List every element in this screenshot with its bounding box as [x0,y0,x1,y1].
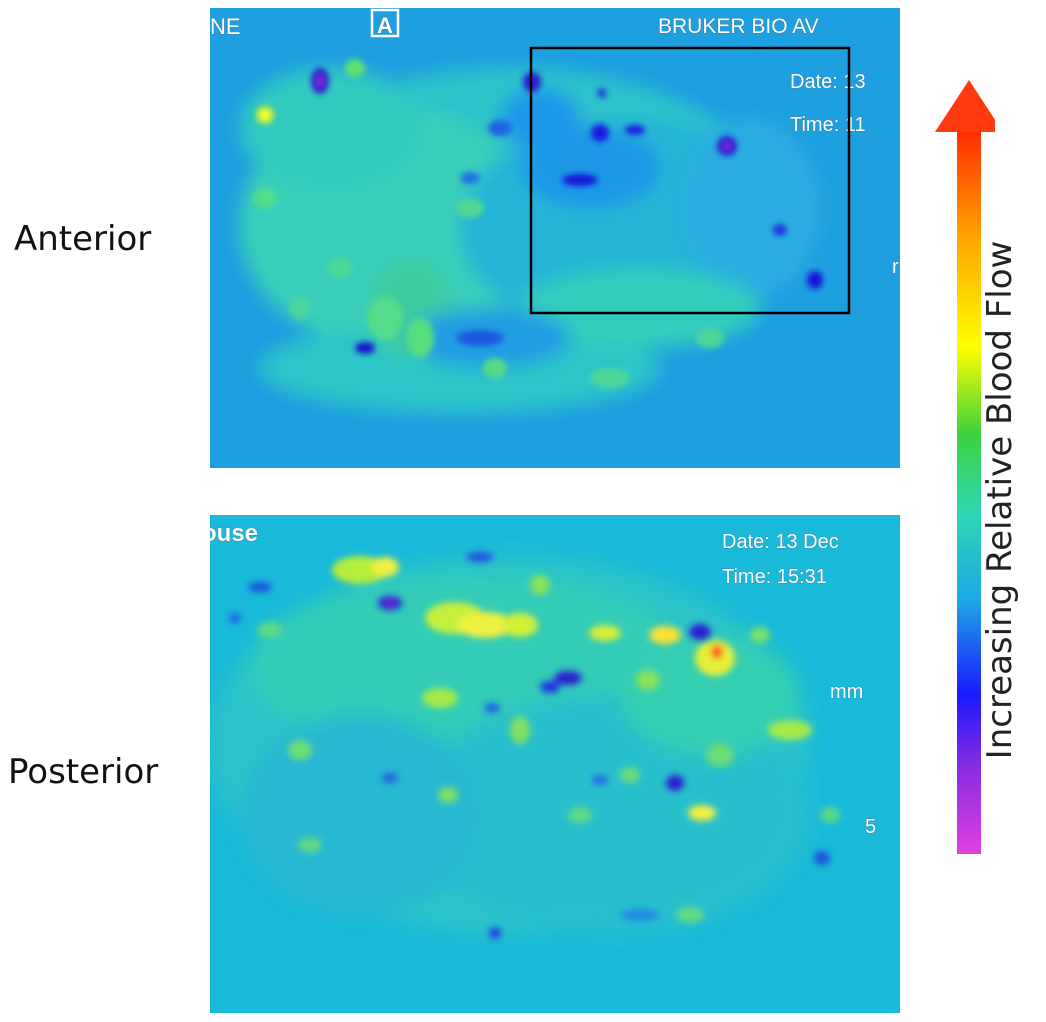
anterior-marker-box [370,8,400,38]
region-of-interest-box [529,46,851,315]
anterior-edge-text: r [892,256,899,278]
anterior-marker-letter: A [377,13,393,38]
anterior-tissue [240,68,820,413]
posterior-date-text: Date: 13 Dec [722,531,839,553]
anterior-high-flow-spot [256,106,274,124]
anterior-time-text: Time: 11 [790,114,866,136]
color-bar-shaft [957,130,981,854]
posterior-low-flow-spots [229,552,830,939]
anterior-label: Anterior [14,219,152,259]
anterior-vendor-text: BRUKER BIO AV [658,15,819,38]
posterior-perfusion-image: ouse Date: 13 Dec Time: 15:31 mm 5 [210,515,900,1013]
anterior-corner-text: NE [210,14,241,39]
posterior-high-flow-patches [258,556,840,923]
posterior-unit-text: mm [830,681,863,703]
blood-flow-color-bar [925,78,1003,858]
posterior-time-text: Time: 15:31 [722,566,827,588]
posterior-corner-text: ouse [210,520,258,547]
anterior-low-flow-spots [311,68,823,354]
color-bar-label: Increasing Relative Blood Flow [980,240,1020,760]
anterior-green-patches [253,59,724,388]
anterior-date-text: Date: 13 [790,71,866,93]
color-bar-arrowhead [935,80,1003,132]
posterior-label: Posterior [8,752,159,792]
anterior-perfusion-image: NE A BRUKER BIO AV Date: 13 Time: 11 r [210,8,900,468]
posterior-scale-value: 5 [865,816,876,838]
